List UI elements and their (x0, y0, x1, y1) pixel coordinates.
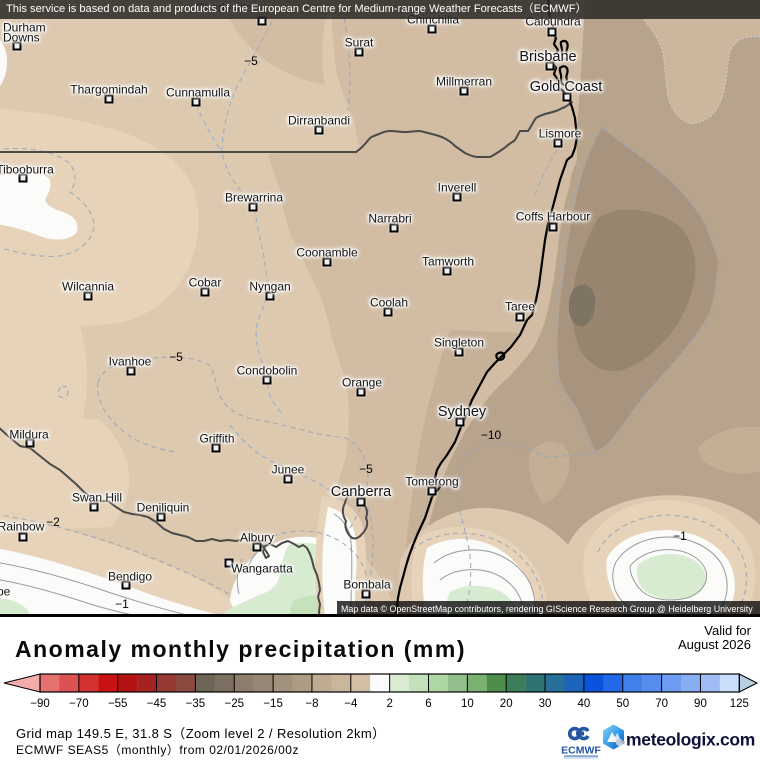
svg-text:−90: −90 (30, 698, 50, 710)
svg-text:−35: −35 (186, 698, 206, 710)
svg-text:−45: −45 (147, 698, 167, 710)
svg-text:2: 2 (386, 698, 392, 710)
svg-text:50: 50 (616, 698, 629, 710)
svg-text:40: 40 (578, 698, 591, 710)
svg-text:6: 6 (425, 698, 431, 710)
svg-text:−4: −4 (344, 698, 358, 710)
svg-text:90: 90 (694, 698, 707, 710)
svg-text:125: 125 (730, 698, 749, 710)
svg-text:ECMWF: ECMWF (561, 745, 601, 757)
svg-text:10: 10 (461, 698, 474, 710)
svg-text:70: 70 (655, 698, 668, 710)
svg-text:meteologix.com: meteologix.com (626, 730, 755, 750)
svg-text:30: 30 (539, 698, 552, 710)
svg-text:−70: −70 (69, 698, 89, 710)
svg-text:−25: −25 (224, 698, 244, 710)
svg-text:−8: −8 (305, 698, 318, 710)
svg-text:−55: −55 (108, 698, 128, 710)
svg-text:−15: −15 (263, 698, 283, 710)
svg-text:20: 20 (500, 698, 513, 710)
